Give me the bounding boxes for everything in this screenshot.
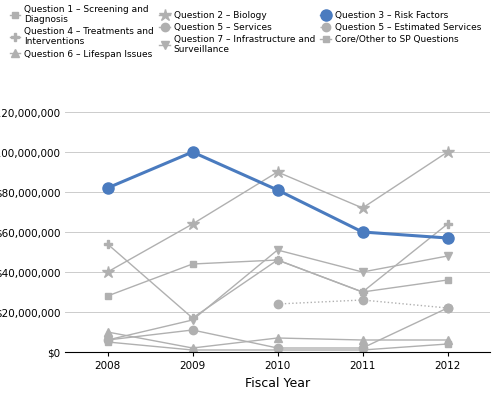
Legend: Question 1 – Screening and
Diagnosis, Question 4 – Treatments and
Interventions,: Question 1 – Screening and Diagnosis, Qu… xyxy=(10,4,481,59)
X-axis label: Fiscal Year: Fiscal Year xyxy=(245,376,310,390)
